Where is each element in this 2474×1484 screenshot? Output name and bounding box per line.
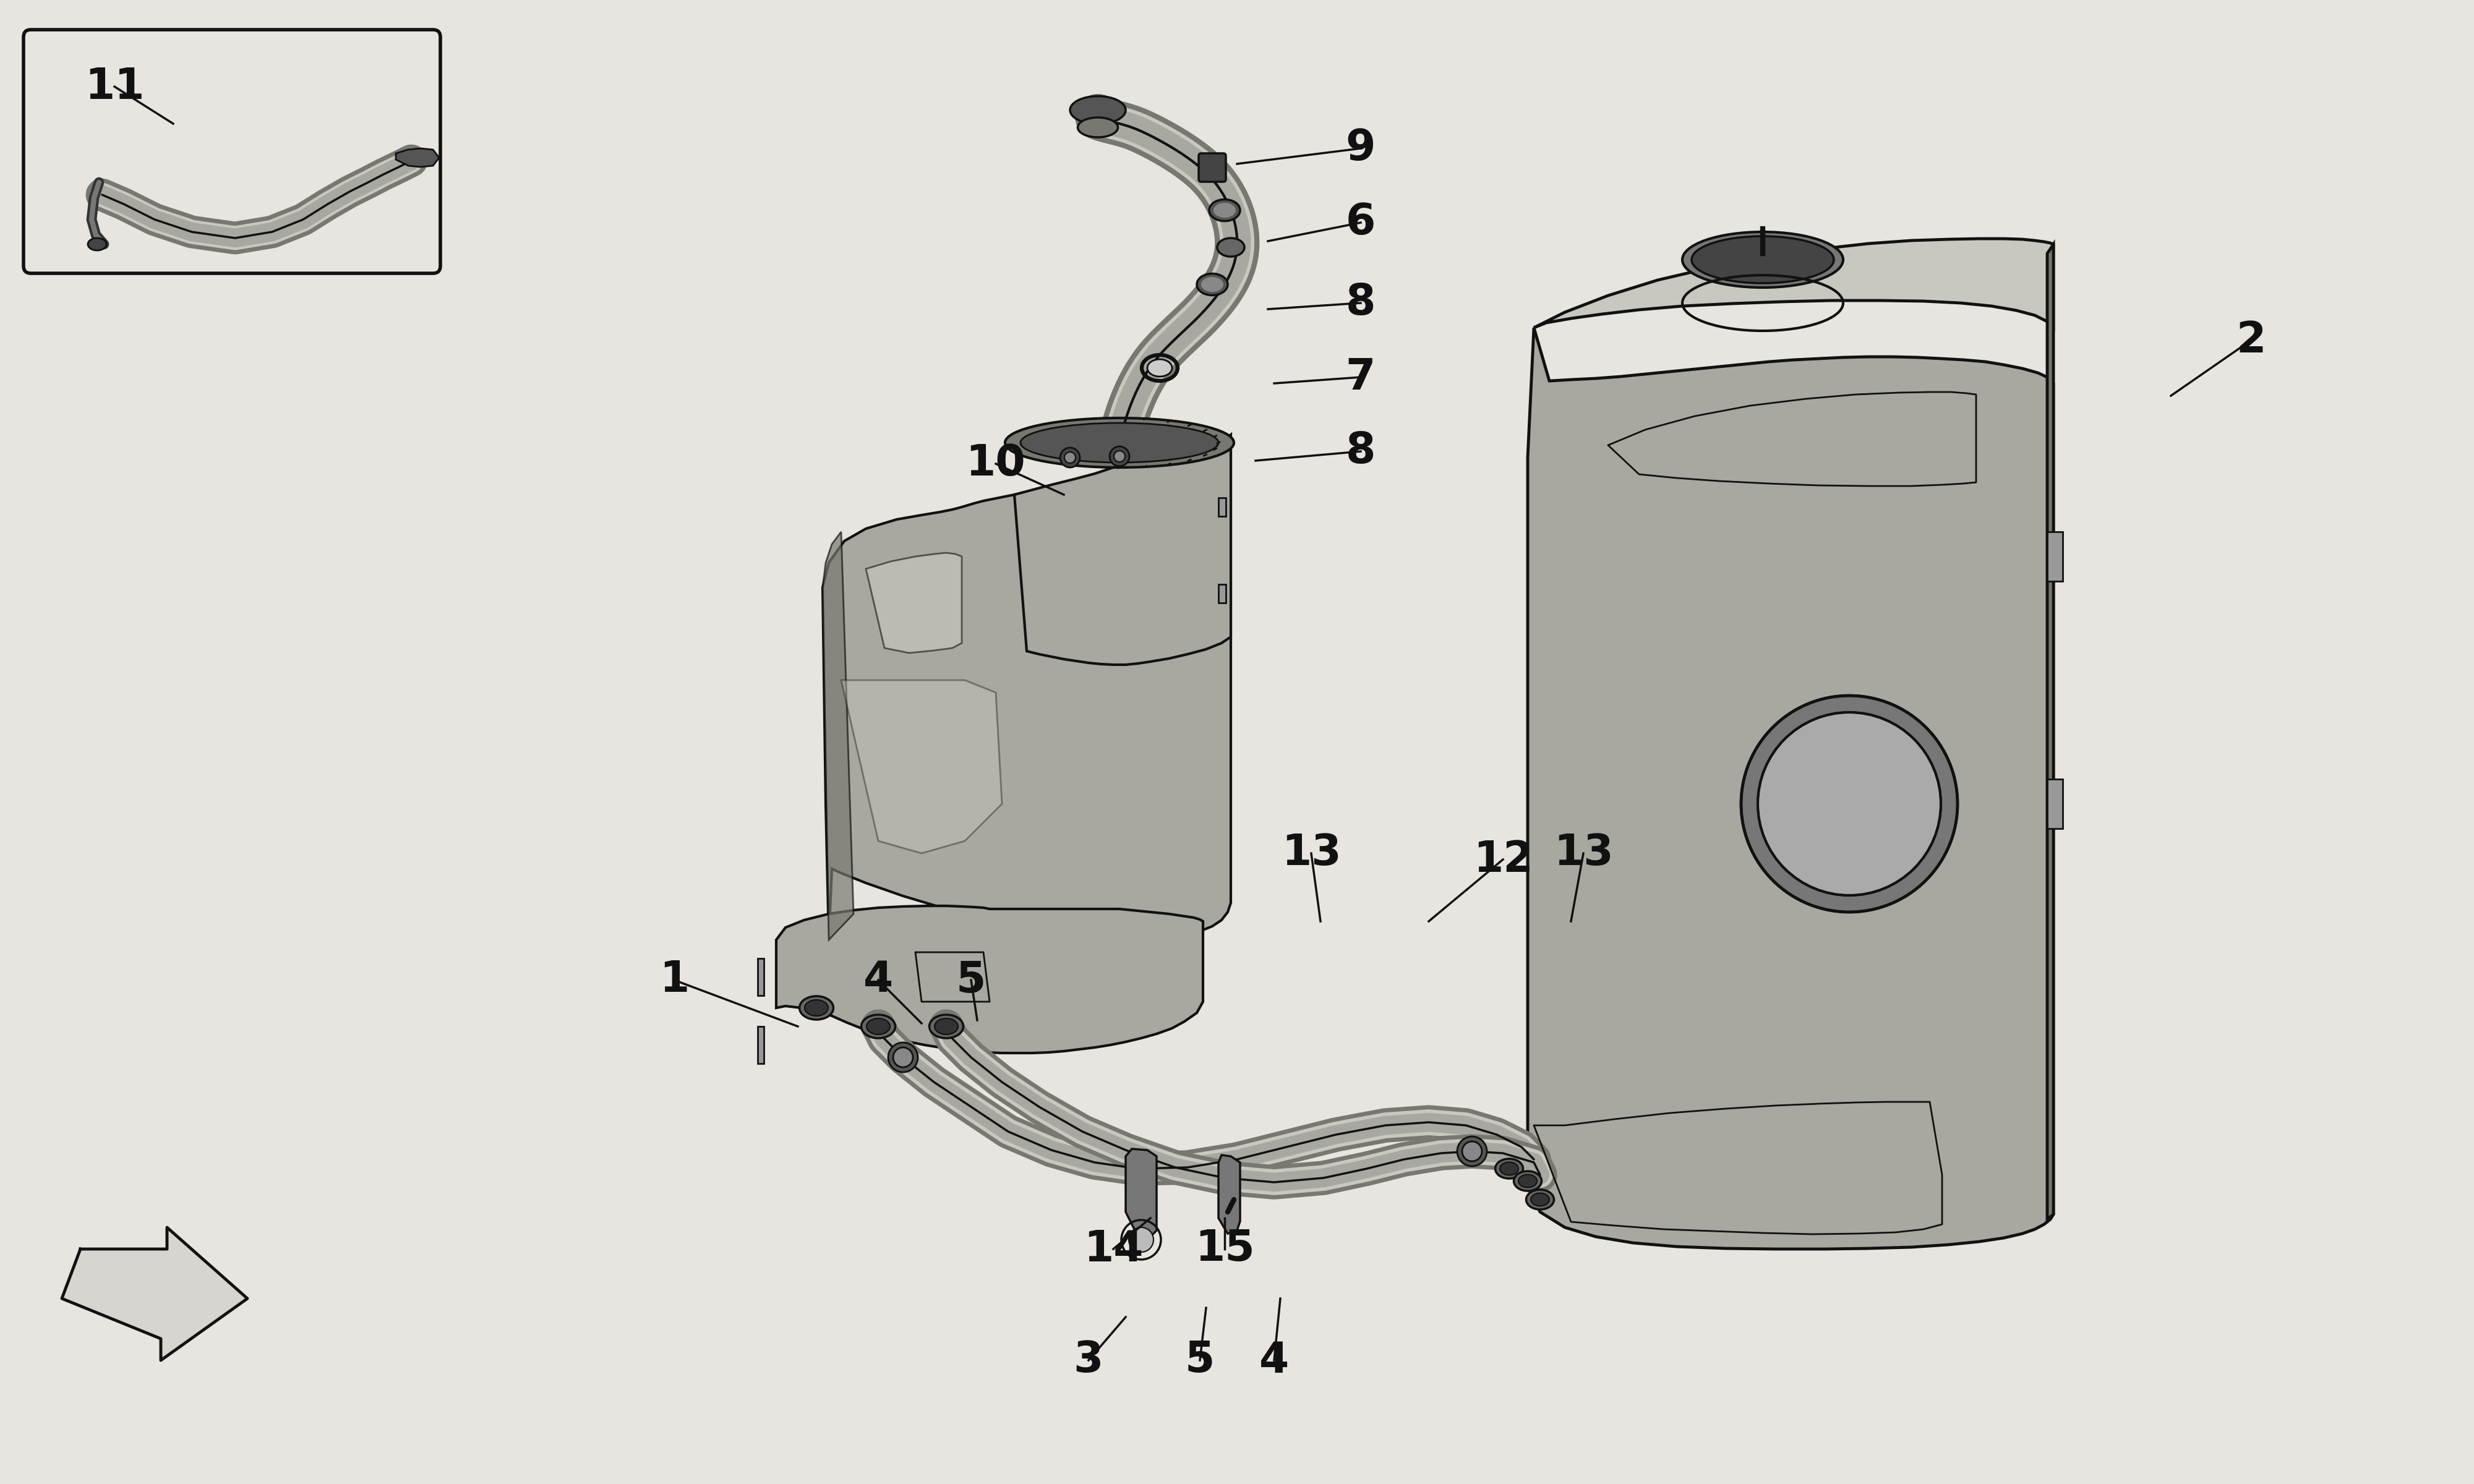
Text: 14: 14 <box>1084 1229 1143 1270</box>
FancyBboxPatch shape <box>1197 153 1227 181</box>
Polygon shape <box>396 148 440 166</box>
Polygon shape <box>866 552 962 653</box>
Polygon shape <box>1217 585 1227 603</box>
Circle shape <box>1059 448 1079 467</box>
Text: 15: 15 <box>1195 1229 1254 1270</box>
Text: 5: 5 <box>1185 1340 1215 1382</box>
Text: 4: 4 <box>1259 1340 1289 1382</box>
Circle shape <box>1757 712 1940 895</box>
Ellipse shape <box>1202 278 1222 292</box>
Text: 7: 7 <box>1346 356 1376 398</box>
Polygon shape <box>777 905 1202 1054</box>
Text: 11: 11 <box>84 65 143 107</box>
FancyBboxPatch shape <box>25 30 440 273</box>
Polygon shape <box>821 531 854 939</box>
Circle shape <box>1064 453 1076 463</box>
Ellipse shape <box>1148 359 1173 377</box>
Polygon shape <box>821 435 1232 941</box>
Ellipse shape <box>930 1015 962 1039</box>
Circle shape <box>1128 1227 1153 1252</box>
Ellipse shape <box>935 1018 957 1034</box>
Ellipse shape <box>1514 1171 1541 1190</box>
Text: 8: 8 <box>1346 282 1376 324</box>
Circle shape <box>1742 696 1957 913</box>
Ellipse shape <box>1531 1193 1549 1206</box>
Ellipse shape <box>1079 117 1118 137</box>
Text: 3: 3 <box>1074 1340 1103 1382</box>
Circle shape <box>888 1042 918 1071</box>
Polygon shape <box>2048 245 2053 1220</box>
Polygon shape <box>1217 497 1227 516</box>
Text: 13: 13 <box>1554 833 1613 874</box>
Polygon shape <box>2048 779 2063 828</box>
Circle shape <box>893 1048 913 1067</box>
Ellipse shape <box>89 237 106 251</box>
Polygon shape <box>2048 531 2063 582</box>
Circle shape <box>1462 1141 1482 1160</box>
Polygon shape <box>1014 442 1232 665</box>
Ellipse shape <box>1526 1190 1554 1209</box>
Polygon shape <box>1217 1155 1239 1233</box>
Polygon shape <box>1126 1149 1158 1236</box>
Ellipse shape <box>1217 237 1244 257</box>
Ellipse shape <box>1499 1162 1519 1175</box>
Ellipse shape <box>1022 423 1217 463</box>
Circle shape <box>1457 1137 1487 1166</box>
Ellipse shape <box>1519 1174 1536 1187</box>
Polygon shape <box>841 680 1002 853</box>
Ellipse shape <box>1692 236 1833 283</box>
Ellipse shape <box>1210 199 1239 221</box>
Polygon shape <box>62 1227 247 1361</box>
Ellipse shape <box>1494 1159 1524 1178</box>
Text: 12: 12 <box>1472 838 1534 880</box>
Polygon shape <box>1534 239 2053 328</box>
Text: 9: 9 <box>1346 128 1376 169</box>
Ellipse shape <box>861 1015 896 1039</box>
Ellipse shape <box>1004 418 1235 467</box>
Ellipse shape <box>1069 96 1126 125</box>
Ellipse shape <box>804 1000 829 1017</box>
Circle shape <box>1113 451 1126 462</box>
Text: 10: 10 <box>965 444 1027 484</box>
Polygon shape <box>757 1027 764 1064</box>
Text: 13: 13 <box>1282 833 1341 874</box>
Circle shape <box>1108 447 1128 466</box>
Ellipse shape <box>1197 273 1227 295</box>
Polygon shape <box>1529 328 2053 1250</box>
Ellipse shape <box>799 996 834 1020</box>
Text: 2: 2 <box>2236 319 2266 361</box>
Ellipse shape <box>866 1018 891 1034</box>
Text: 4: 4 <box>863 959 893 1000</box>
Polygon shape <box>757 959 764 996</box>
Text: 5: 5 <box>955 959 987 1000</box>
Text: 1: 1 <box>658 959 690 1000</box>
Ellipse shape <box>1212 203 1237 218</box>
Text: 6: 6 <box>1346 202 1376 243</box>
Text: 8: 8 <box>1346 430 1376 472</box>
Ellipse shape <box>1682 232 1843 288</box>
